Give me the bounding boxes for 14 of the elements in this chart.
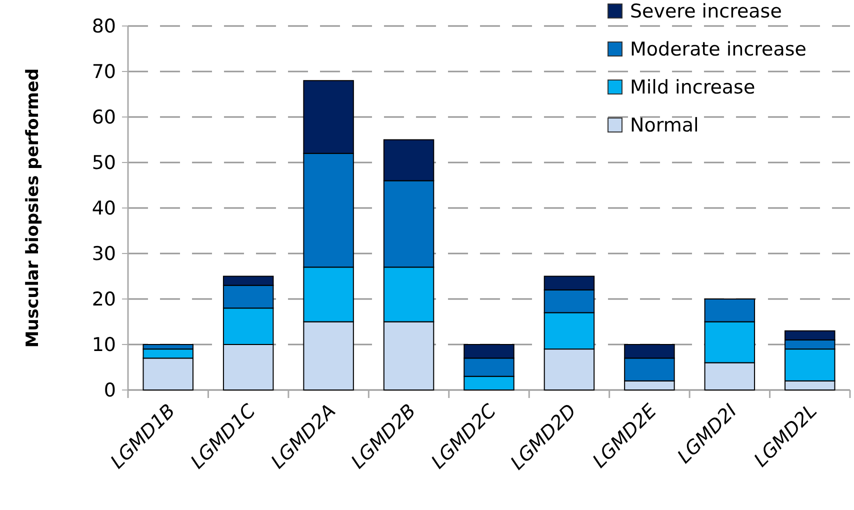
y-tick-label: 40 bbox=[92, 198, 116, 220]
y-tick-label: 20 bbox=[92, 288, 116, 311]
legend-label: Mild increase bbox=[630, 76, 756, 99]
legend-label: Moderate increase bbox=[630, 38, 806, 61]
y-tick-label: 50 bbox=[92, 152, 116, 174]
y-tick-label: 60 bbox=[92, 106, 116, 129]
y-tick-label: 70 bbox=[92, 61, 116, 84]
legend-label: Severe increase bbox=[630, 0, 782, 23]
y-tick-label: 10 bbox=[92, 334, 116, 356]
y-axis-title: Muscular biopsies performed bbox=[23, 68, 43, 348]
y-tick-label: 30 bbox=[92, 243, 116, 266]
y-tick-label: 0 bbox=[104, 380, 116, 402]
legend-label: Normal bbox=[630, 114, 699, 137]
y-tick-label: 80 bbox=[92, 16, 116, 38]
